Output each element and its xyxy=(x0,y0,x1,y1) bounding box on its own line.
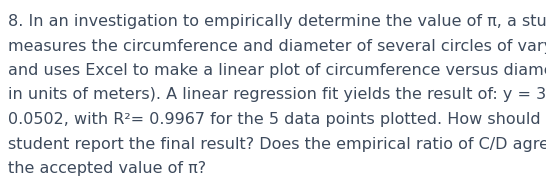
Text: measures the circumference and diameter of several circles of varying size: measures the circumference and diameter … xyxy=(8,39,546,54)
Text: in units of meters). A linear regression fit yields the result of: y = 3.1527x –: in units of meters). A linear regression… xyxy=(8,87,546,102)
Text: and uses Excel to make a linear plot of circumference versus diameter (both: and uses Excel to make a linear plot of … xyxy=(8,63,546,78)
Text: student report the final result? Does the empirical ratio of C/D agree with: student report the final result? Does th… xyxy=(8,136,546,152)
Text: 8. In an investigation to empirically determine the value of π, a student: 8. In an investigation to empirically de… xyxy=(8,14,546,29)
Text: the accepted value of π?: the accepted value of π? xyxy=(8,161,206,176)
Text: 0.0502, with R²= 0.9967 for the 5 data points plotted. How should this: 0.0502, with R²= 0.9967 for the 5 data p… xyxy=(8,112,546,127)
